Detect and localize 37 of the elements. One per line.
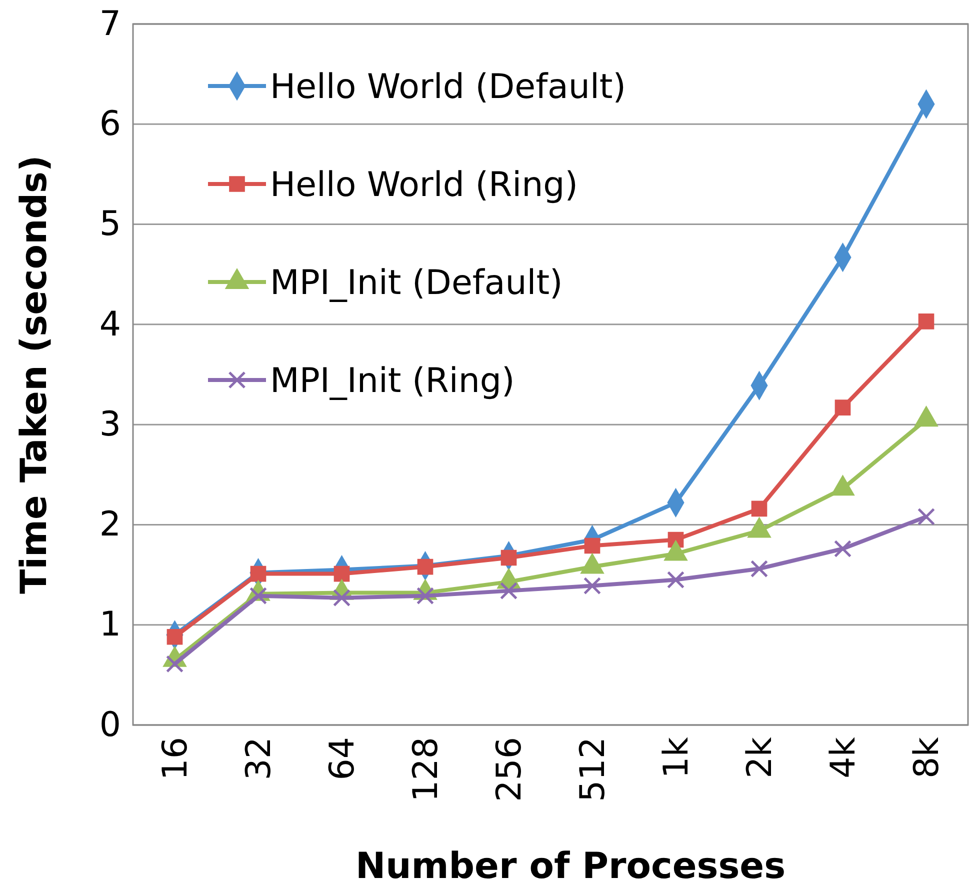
point bbox=[500, 550, 517, 566]
x-tick-label: 128 bbox=[406, 737, 446, 802]
y-tick-label: 0 bbox=[99, 704, 121, 745]
legend-label: MPI_Init (Ring) bbox=[270, 360, 515, 401]
point bbox=[334, 566, 350, 582]
y-tick-label: 2 bbox=[99, 504, 121, 545]
legend-label: Hello World (Default) bbox=[270, 66, 626, 107]
legend-label: Hello World (Ring) bbox=[270, 164, 578, 205]
x-tick-label: 4k bbox=[824, 736, 864, 778]
y-tick-label: 4 bbox=[99, 304, 121, 344]
x-tick-label: 512 bbox=[573, 737, 614, 802]
point bbox=[666, 571, 685, 589]
x-axis-title: Number of Processes bbox=[356, 846, 786, 887]
y-tick-label: 1 bbox=[99, 604, 121, 645]
y-axis-title: Time Taken (seconds) bbox=[14, 155, 55, 594]
point bbox=[583, 577, 602, 595]
point bbox=[834, 540, 852, 558]
y-tick-label: 6 bbox=[99, 104, 121, 144]
point bbox=[417, 558, 434, 575]
x-tick-label: 2k bbox=[740, 736, 780, 778]
point bbox=[918, 314, 934, 330]
y-tick-label: 5 bbox=[99, 204, 121, 244]
point bbox=[751, 500, 768, 517]
x-tick-label: 8k bbox=[907, 736, 948, 778]
point bbox=[250, 566, 266, 582]
x-tick-label: 16 bbox=[156, 737, 196, 780]
point bbox=[750, 560, 768, 578]
x-tick-label: 32 bbox=[239, 737, 280, 780]
y-tick-label: 7 bbox=[99, 4, 121, 44]
point bbox=[917, 508, 936, 526]
x-tick-label: 64 bbox=[322, 737, 363, 780]
legend-label: MPI_Init (Default) bbox=[270, 262, 563, 303]
x-tick-label: 1k bbox=[656, 736, 697, 778]
point bbox=[834, 400, 851, 416]
y-tick-label: 3 bbox=[99, 404, 121, 444]
x-tick-label: 256 bbox=[490, 737, 530, 802]
point bbox=[500, 582, 518, 600]
